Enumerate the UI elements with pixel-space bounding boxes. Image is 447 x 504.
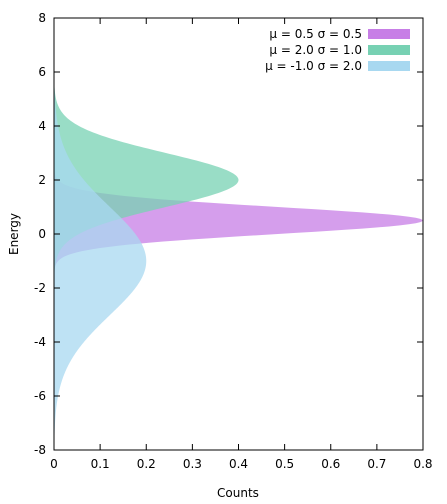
y-axis-title: Energy [7, 213, 21, 255]
y-tick-label: 6 [38, 65, 46, 79]
x-axis-ticks: 0 0.1 0.2 0.3 0.4 0.5 0.6 0.7 0.8 [50, 18, 433, 471]
x-tick-label: 0.5 [275, 457, 294, 471]
x-tick-label: 0.2 [137, 457, 156, 471]
x-tick-label: 0.4 [229, 457, 248, 471]
x-tick-label: 0 [50, 457, 58, 471]
x-tick-label: 0.8 [413, 457, 432, 471]
y-tick-label: 0 [38, 227, 46, 241]
y-tick-label: -8 [34, 443, 46, 457]
series-area-0 [54, 18, 423, 450]
legend: μ = 0.5 σ = 0.5 μ = 2.0 σ = 1.0 μ = -1.0 σ… [265, 27, 410, 73]
y-tick-label: -4 [34, 335, 46, 349]
x-tick-label: 0.7 [367, 457, 386, 471]
y-tick-label: 2 [38, 173, 46, 187]
y-tick-label: -6 [34, 389, 46, 403]
density-areas [54, 18, 423, 450]
legend-swatch [368, 45, 410, 55]
x-tick-label: 0.1 [91, 457, 110, 471]
legend-label: μ = 0.5 σ = 0.5 [269, 27, 362, 41]
x-axis-title: Counts [217, 486, 259, 500]
legend-swatch [368, 29, 410, 39]
legend-label: μ = 2.0 σ = 1.0 [269, 43, 362, 57]
y-tick-label: 8 [38, 11, 46, 25]
y-axis-ticks: -8 -6 -4 -2 0 2 4 6 8 [34, 11, 423, 457]
legend-label: μ = -1.0 σ = 2.0 [265, 59, 362, 73]
series-area-2 [54, 18, 147, 450]
x-tick-label: 0.6 [321, 457, 340, 471]
legend-swatch [368, 61, 410, 71]
x-tick-label: 0.3 [183, 457, 202, 471]
y-tick-label: -2 [34, 281, 46, 295]
y-tick-label: 4 [38, 119, 46, 133]
